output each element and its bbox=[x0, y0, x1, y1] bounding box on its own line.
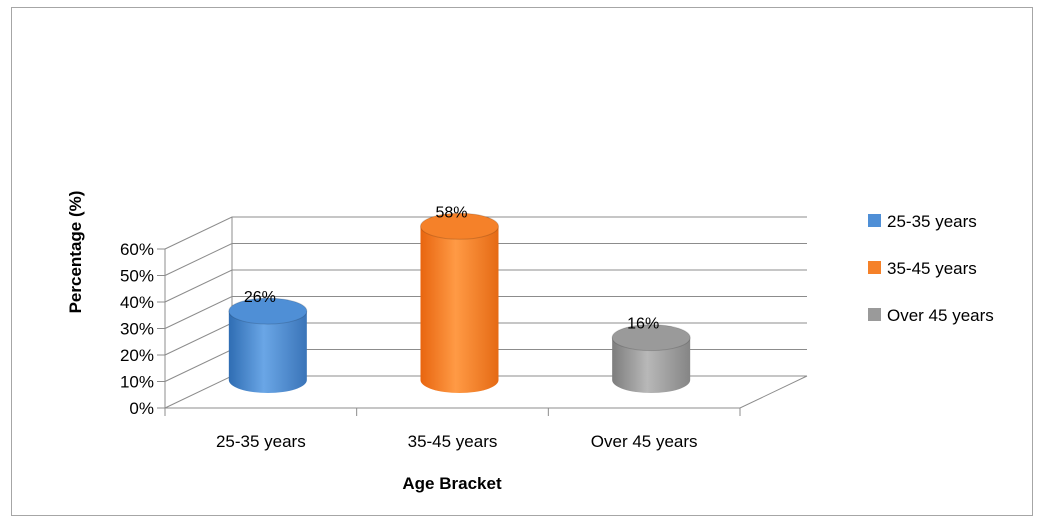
legend: 25-35 years 35-45 years Over 45 years bbox=[868, 212, 994, 325]
chart-frame bbox=[11, 7, 1033, 516]
y-tick-label: 40% bbox=[120, 293, 154, 312]
bar-body bbox=[228, 311, 307, 393]
bar-3: 16% bbox=[611, 316, 691, 393]
x-axis-title: Age Bracket bbox=[402, 474, 502, 493]
y-axis-title: Percentage (%) bbox=[66, 191, 85, 314]
x-axis-ticks: 25-35 years 35-45 years Over 45 years bbox=[164, 408, 741, 451]
y-tick-label: 30% bbox=[120, 320, 154, 339]
legend-swatch bbox=[868, 214, 881, 227]
data-label: 26% bbox=[244, 289, 276, 306]
gridline bbox=[164, 296, 807, 329]
gridline bbox=[164, 216, 807, 250]
y-tick-label: 50% bbox=[120, 267, 154, 286]
y-tick-label: 0% bbox=[129, 399, 154, 418]
bar-top bbox=[420, 212, 499, 240]
y-axis-ticks: 0% 10% 20% 30% 40% 50% 60% bbox=[120, 240, 165, 418]
bars: 26% 58% 16% bbox=[228, 204, 691, 393]
bar-top bbox=[611, 324, 691, 352]
y-tick-label: 20% bbox=[120, 346, 154, 365]
legend-label: Over 45 years bbox=[887, 306, 994, 325]
x-tick-label: Over 45 years bbox=[591, 432, 698, 451]
x-tick-label: 25-35 years bbox=[216, 432, 306, 451]
legend-swatch bbox=[868, 308, 881, 321]
legend-label: 25-35 years bbox=[887, 212, 977, 231]
bar-top bbox=[228, 297, 308, 325]
gridline bbox=[164, 243, 807, 276]
x-tick-label: 35-45 years bbox=[408, 432, 498, 451]
bar-body bbox=[612, 337, 691, 393]
legend-swatch bbox=[868, 261, 881, 274]
data-label: 16% bbox=[627, 316, 659, 333]
gridline bbox=[164, 269, 807, 303]
legend-label: 35-45 years bbox=[887, 259, 977, 278]
bar-1: 26% bbox=[228, 289, 308, 393]
bar-2: 58% bbox=[420, 204, 499, 393]
y-tick-label: 60% bbox=[120, 240, 154, 259]
y-tick-label: 10% bbox=[120, 373, 154, 392]
bar-body bbox=[420, 226, 499, 393]
data-label: 58% bbox=[435, 204, 467, 221]
